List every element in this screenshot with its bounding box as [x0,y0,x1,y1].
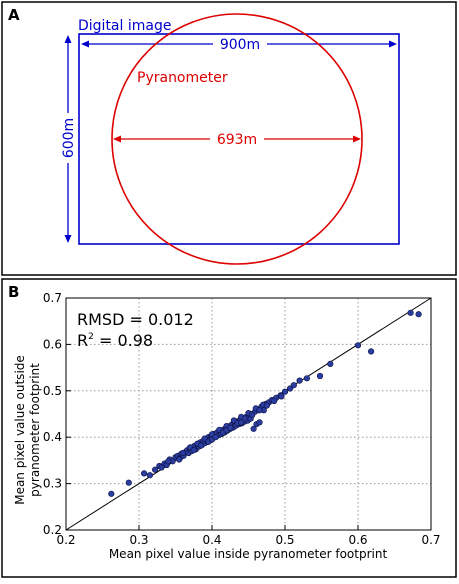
data-point [271,397,278,405]
grid [66,298,431,530]
stats-r2: R2 = 0.98 [77,331,153,350]
data-point [125,479,132,486]
data-point [368,348,375,355]
data-point [165,458,172,465]
width-arrow-head-left [81,40,89,48]
x-tick-label: 0.7 [421,533,440,547]
digital-image-rect [78,33,400,245]
data-point [290,382,297,389]
digital-image-label: Digital image [78,18,171,34]
data-point [256,407,263,414]
data-point [278,393,285,400]
stats-rmsd: RMSD = 0.012 [77,310,194,329]
x-tick-label: 0.4 [202,533,221,547]
data-point [108,490,115,497]
panel-a: A Digital image 900m 600m Pyranometer [1,1,457,276]
height-arrow-head-top [64,35,72,43]
panel-a-label: A [8,6,20,24]
tick-labels: 0.2 0.3 0.4 0.5 0.6 0.7 0.2 0.3 0.4 0.5 0.6 0.7 [43,291,441,547]
data-point [190,447,197,454]
x-tick-label: 0.2 [56,533,75,547]
diameter-arrow-head-right [353,135,361,143]
data-point [241,415,248,422]
y-tick-label: 0.6 [43,337,62,351]
y-tick-label: 0.5 [43,384,62,398]
y-tick-label: 0.3 [43,477,62,491]
data-point [415,311,422,318]
data-point [227,424,234,432]
y-tick-label: 0.4 [43,430,62,444]
data-point [179,449,186,457]
data-point [198,442,205,449]
diameter-arrow-head-left [113,135,121,143]
height-label: 600m [61,118,77,158]
data-point [141,470,148,477]
data-point [256,419,263,426]
data-point [238,419,245,426]
y-axis-label-line1: Mean pixel value outside [13,355,27,505]
data-point [249,411,256,419]
pyranometer-label: Pyranometer [137,70,228,86]
x-tick-label: 0.5 [275,533,294,547]
x-tick-label: 0.3 [129,533,148,547]
height-label-bg [59,113,77,163]
scatter-points [108,309,422,497]
y-tick-label: 0.2 [43,523,62,537]
data-point [296,377,303,384]
height-arrow-head-bottom [64,235,72,243]
pyranometer-circle [111,13,363,265]
data-point [303,375,311,382]
data-point [354,342,362,349]
width-arrow-head-right [389,40,397,48]
stats-r2-value: = 0.98 [94,331,153,350]
stats-r2-superscript: 2 [88,332,94,342]
panel-b: B 0.2 0.3 0.4 0.5 0.6 0.7 0.2 0.3 0.4 0.5 0.6 0.7 R… [1,278,457,578]
data-point [152,466,159,473]
data-point [146,472,153,479]
stats-r2-prefix: R [77,331,88,350]
width-label: 900m [220,37,260,53]
data-point [263,402,270,409]
data-point [250,425,257,432]
data-point [281,388,289,395]
diameter-label: 693m [217,132,257,148]
diameter-label-bg [210,130,264,148]
data-point [327,360,334,368]
x-axis-label: Mean pixel value inside pyranometer foot… [109,547,388,561]
y-tick-label: 0.7 [43,291,62,305]
data-point [316,372,324,380]
data-point [176,456,183,463]
width-label-bg [213,35,267,53]
x-tick-label: 0.6 [348,533,367,547]
plot-area [65,297,432,531]
panel-b-label: B [8,283,19,301]
data-point [212,434,219,441]
data-point [407,309,414,316]
y-axis-label-line2: pyranometer footprint [28,363,42,497]
